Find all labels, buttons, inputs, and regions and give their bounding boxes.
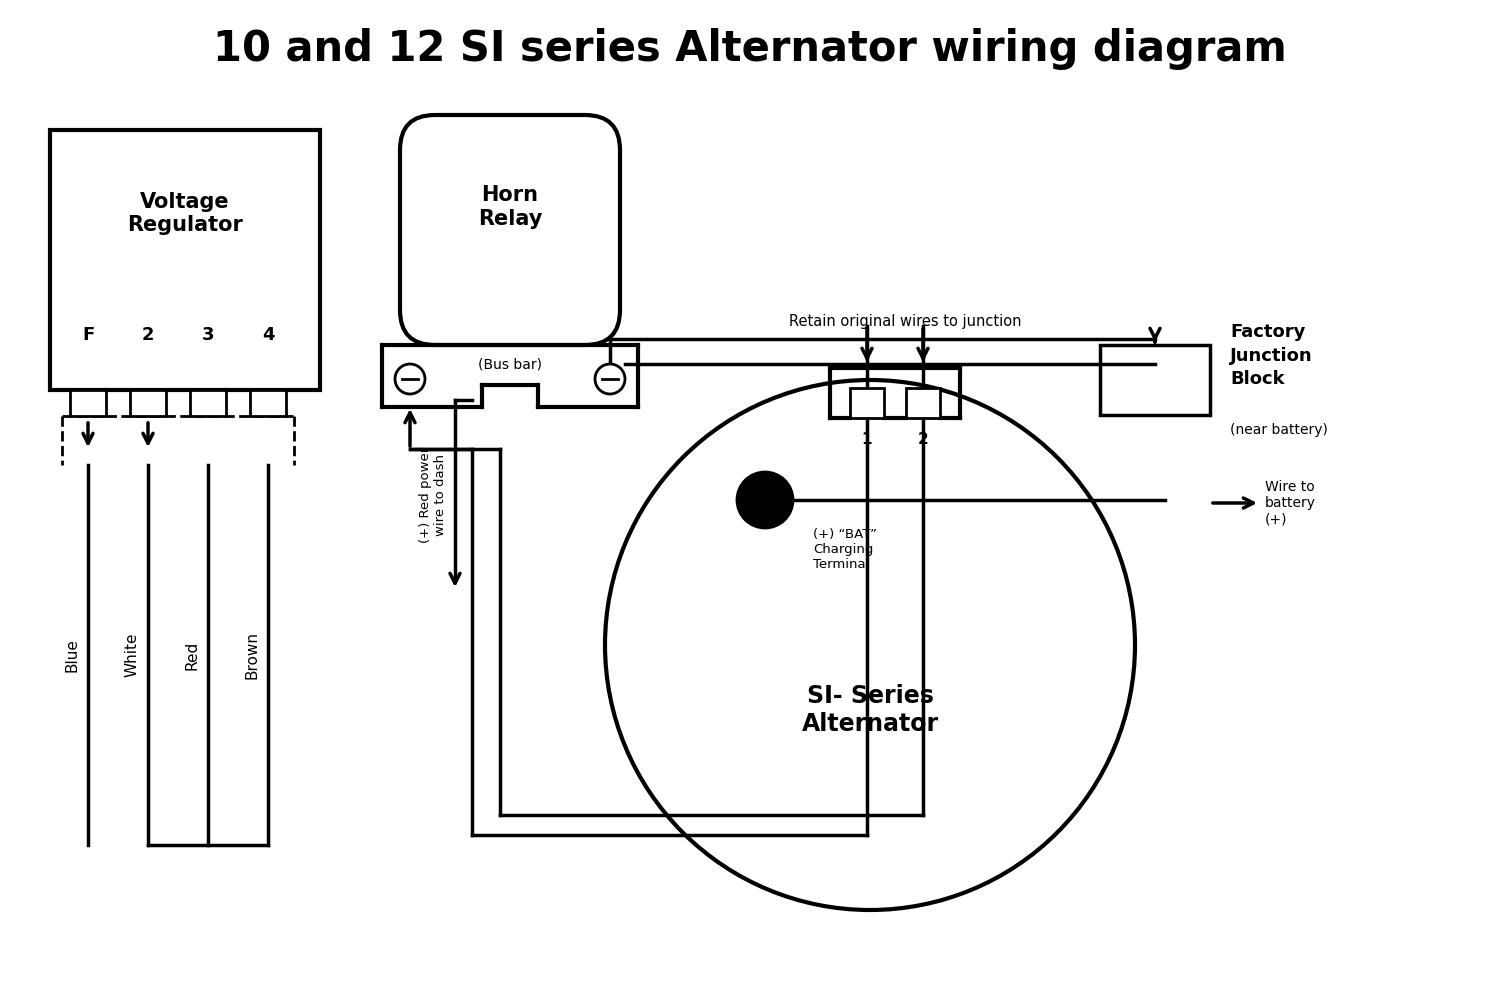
Text: 4: 4	[261, 326, 274, 344]
Text: (+) “BAT”
Charging
Terminal: (+) “BAT” Charging Terminal	[813, 528, 877, 571]
Text: 10 and 12 SI series Alternator wiring diagram: 10 and 12 SI series Alternator wiring di…	[213, 28, 1287, 70]
Text: Retain original wires to junction: Retain original wires to junction	[789, 314, 1022, 329]
Bar	[850, 388, 883, 418]
Circle shape	[736, 472, 794, 528]
Bar	[190, 390, 226, 416]
Text: Factory
Junction
Block: Factory Junction Block	[1230, 323, 1312, 388]
Circle shape	[604, 380, 1136, 910]
Text: Red: Red	[184, 640, 200, 670]
Bar	[251, 390, 286, 416]
FancyBboxPatch shape	[400, 115, 620, 345]
Text: Wire to
battery
(+): Wire to battery (+)	[1264, 480, 1316, 526]
Text: White: White	[124, 633, 140, 677]
Text: 1: 1	[861, 432, 873, 448]
Bar	[70, 390, 106, 416]
Text: (Bus bar): (Bus bar)	[478, 357, 542, 371]
Text: Voltage
Regulator: Voltage Regulator	[128, 192, 243, 235]
Text: 2: 2	[918, 432, 928, 448]
Text: Horn
Relay: Horn Relay	[478, 185, 542, 229]
Text: (+) Red power
wire to dash: (+) Red power wire to dash	[419, 447, 447, 543]
Text: SI- Series
Alternator: SI- Series Alternator	[801, 684, 939, 736]
Bar	[1100, 345, 1210, 415]
Bar	[130, 390, 166, 416]
Bar	[906, 388, 940, 418]
Text: Blue: Blue	[64, 638, 80, 672]
Circle shape	[394, 364, 424, 394]
Text: (near battery): (near battery)	[1230, 423, 1328, 437]
Circle shape	[596, 364, 626, 394]
Text: Brown: Brown	[244, 631, 260, 679]
Text: F: F	[82, 326, 94, 344]
Text: 2: 2	[141, 326, 154, 344]
Text: 3: 3	[201, 326, 214, 344]
Bar	[50, 130, 320, 390]
